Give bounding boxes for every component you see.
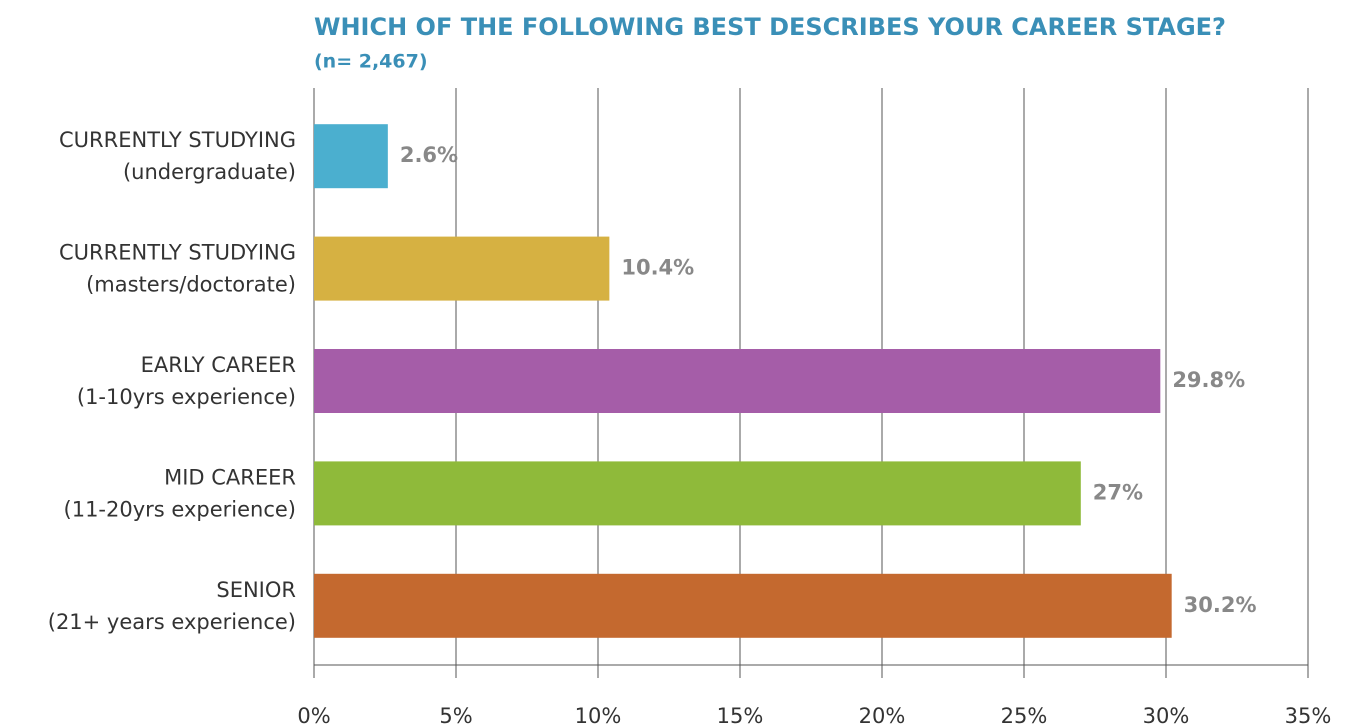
category-label: (undergraduate) [123,160,296,184]
category-label: CURRENTLY STUDYING [59,128,296,152]
category-label: (11-20yrs experience) [64,497,296,521]
x-tick-label: 30% [1143,704,1190,728]
x-tick-label: 5% [439,704,472,728]
x-tick-label: 15% [717,704,764,728]
bar [314,124,388,189]
bar [314,573,1172,638]
category-label: (21+ years experience) [48,610,296,634]
bar [314,461,1081,526]
chart-subtitle: (n= 2,467) [314,51,428,73]
category-label: SENIOR [216,578,296,602]
category-label: MID CAREER [164,465,296,489]
category-label: (1-10yrs experience) [77,385,296,409]
category-label: CURRENTLY STUDYING [59,241,296,265]
x-tick-label: 0% [297,704,330,728]
bar [314,349,1161,413]
x-tick-label: 20% [859,704,906,728]
x-tick-label: 25% [1001,704,1048,728]
value-label: 27% [1093,480,1143,504]
value-label: 2.6% [400,143,458,167]
value-label: 29.8% [1172,368,1245,392]
category-label: (masters/doctorate) [86,273,296,297]
chart-title: WHICH OF THE FOLLOWING BEST DESCRIBES YO… [314,13,1226,41]
value-label: 10.4% [621,256,694,280]
category-label: EARLY CAREER [141,353,296,377]
x-tick-label: 35% [1285,704,1332,728]
x-tick-label: 10% [575,704,622,728]
value-label: 30.2% [1184,593,1257,617]
bar [314,236,610,301]
